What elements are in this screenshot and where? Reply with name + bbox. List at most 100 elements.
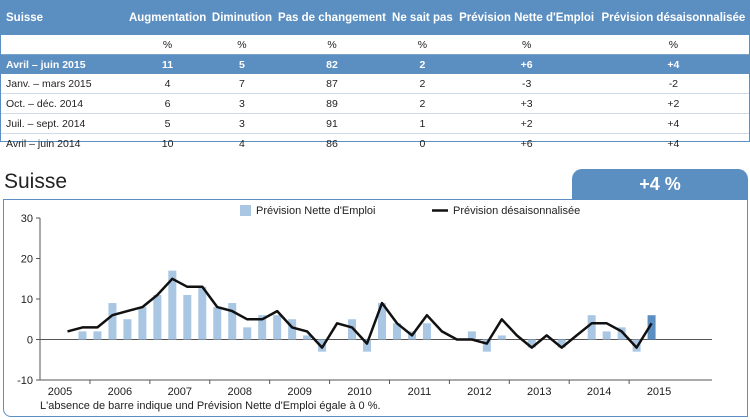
cell-no-change: 91 [274, 113, 390, 134]
bar [288, 319, 297, 340]
cell-no-change: 86 [326, 137, 338, 150]
survey-table-container: Suisse Augmentation Diminution Pas de ch… [0, 0, 750, 150]
unit-cell: % [597, 35, 749, 55]
bar [602, 331, 611, 340]
x-tick-label: 2008 [227, 386, 251, 398]
unit-cell [1, 35, 126, 55]
bar [303, 335, 312, 340]
cell-dont-know: 2 [419, 58, 426, 71]
row-label: Janv. – mars 2015 [1, 74, 126, 94]
unit-cell: % [455, 35, 598, 55]
bar [123, 319, 132, 340]
x-tick-label: 2011 [408, 386, 432, 398]
unit-cell: % [126, 35, 210, 55]
bar [198, 286, 207, 340]
bar [527, 339, 536, 348]
cell-no-change: 89 [274, 93, 390, 114]
bar [258, 315, 267, 340]
bar [168, 270, 177, 340]
unit-cell: % [274, 35, 390, 55]
x-tick-label: 2010 [347, 386, 371, 398]
header-net-forecast: Prévision Nette d'Emploi [459, 12, 595, 24]
cell-seasonally-adjusted: +2 [597, 93, 749, 114]
cell-dont-know: 0 [419, 137, 426, 150]
bar [482, 339, 491, 352]
bar [153, 294, 162, 340]
table-header-row: Suisse Augmentation Diminution Pas de ch… [1, 1, 749, 35]
cell-dont-know: 2 [389, 74, 456, 94]
bar-series [78, 270, 656, 352]
cell-increase: 4 [126, 74, 210, 94]
chart-frame [3, 199, 748, 417]
bar [273, 315, 282, 340]
bar [647, 315, 656, 340]
header-no-change: Pas de changement [277, 12, 386, 24]
unit-cell: % [209, 35, 275, 55]
seasonally-adjusted-line [67, 277, 653, 349]
x-tick-label: 2012 [467, 386, 491, 398]
bar [467, 331, 476, 340]
legend-label-bars: Prévision Nette d'Emploi [256, 205, 376, 217]
y-tick-label: 20 [21, 254, 33, 266]
bar [78, 331, 87, 340]
cell-increase: 5 [126, 113, 210, 134]
row-label: Oct. – déc. 2014 [1, 93, 126, 114]
cell-no-change: 82 [326, 58, 338, 71]
x-tick-label: 2015 [647, 386, 671, 398]
table-row: Juil. – sept. 2014 5 3 91 1 +2 +4 [1, 113, 749, 134]
seasonally-adjusted-badge: +4 % [572, 169, 748, 199]
cell-net-forecast: +3 [455, 93, 598, 114]
table-row: Avril – juin 2014 10 4 86 0 +6 +4 [1, 134, 749, 154]
bar [557, 339, 566, 348]
cell-seasonally-adjusted: +4 [597, 113, 749, 134]
header-increase: Augmentation [128, 12, 207, 24]
survey-table: Suisse Augmentation Diminution Pas de ch… [1, 1, 749, 153]
line-series [67, 277, 653, 349]
row-label: Avril – juin 2014 [6, 137, 81, 150]
chart-title: Suisse [4, 170, 68, 193]
cell-seasonally-adjusted: -2 [597, 74, 749, 94]
row-label: Avril – juin 2015 [6, 58, 86, 71]
header-dont-know: Ne sait pas [392, 12, 453, 24]
header-country: Suisse [6, 12, 44, 24]
bar [497, 335, 506, 340]
bar [183, 294, 192, 340]
cell-decrease: 5 [239, 58, 245, 71]
bar [617, 327, 626, 340]
cell-decrease: 3 [209, 93, 275, 114]
header-decrease: Diminution [211, 12, 272, 24]
table-row: Oct. – déc. 2014 6 3 89 2 +3 +2 [1, 93, 749, 114]
cell-increase: 11 [162, 58, 174, 71]
chart-footnote: L'absence de barre indique und Prévision… [40, 400, 381, 412]
legend-label-line: Prévision désaisonnalisée [453, 205, 580, 217]
bar [392, 323, 401, 340]
bar [587, 315, 596, 340]
cell-decrease: 4 [239, 137, 245, 150]
x-tick-label: 2013 [527, 386, 551, 398]
chart-legend: Prévision Nette d'Emploi Prévision désai… [240, 205, 580, 217]
units-row: % % % % % % [1, 35, 749, 55]
cell-net-forecast: +6 [520, 58, 533, 71]
bar [93, 331, 102, 340]
table-row-current: Avril – juin 2015 11 5 82 2 +6 +4 [1, 54, 749, 74]
cell-dont-know: 1 [389, 113, 456, 134]
x-tick-label: 2005 [48, 386, 72, 398]
bar [108, 303, 117, 340]
bar [348, 319, 357, 340]
cell-seasonally-adjusted: +4 [667, 137, 680, 150]
bar [243, 327, 252, 340]
bar [213, 307, 222, 340]
cell-net-forecast: +2 [455, 113, 598, 134]
y-tick-label: 0 [27, 335, 33, 347]
cell-net-forecast: +6 [520, 137, 533, 150]
x-tick-label: 2006 [108, 386, 132, 398]
cell-increase: 10 [161, 137, 174, 150]
bar [228, 303, 237, 340]
forecast-chart: Prévision Nette d'Emploi Prévision désai… [17, 205, 712, 398]
legend-swatch-bars [240, 205, 251, 216]
cell-increase: 6 [126, 93, 210, 114]
cell-decrease: 3 [209, 113, 275, 134]
row-label: Juil. – sept. 2014 [1, 113, 126, 134]
header-seasonally-adjusted: Prévision désaisonnalisée [601, 12, 746, 24]
x-tick-label: 2009 [287, 386, 311, 398]
